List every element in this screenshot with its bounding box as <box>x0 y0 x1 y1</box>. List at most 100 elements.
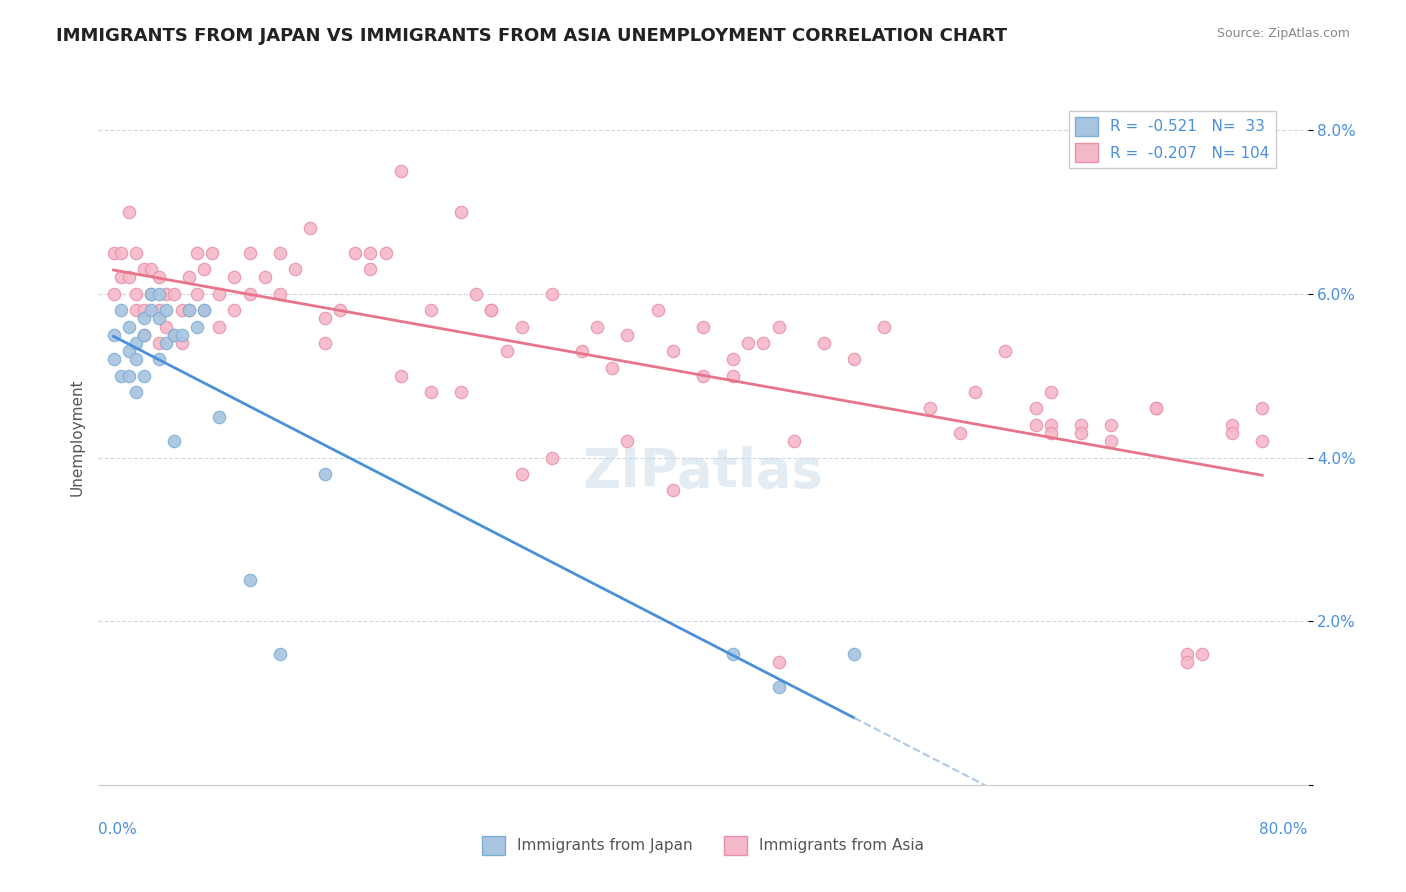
Point <box>155 303 177 318</box>
Point <box>141 286 163 301</box>
Point <box>269 286 291 301</box>
Point <box>103 286 125 301</box>
Point <box>540 286 562 301</box>
Point <box>208 319 231 334</box>
Point <box>1024 401 1046 416</box>
Point <box>125 352 148 367</box>
Point <box>1175 647 1198 661</box>
Point <box>360 246 382 260</box>
Point <box>141 262 163 277</box>
Point <box>148 270 170 285</box>
Point <box>1099 434 1122 449</box>
Point <box>193 262 215 277</box>
Point <box>465 286 488 301</box>
Point <box>737 335 759 350</box>
Point <box>1070 417 1092 432</box>
Point <box>148 286 170 301</box>
Point <box>118 205 141 219</box>
Point <box>1251 434 1274 449</box>
Point <box>170 303 193 318</box>
Point <box>163 286 186 301</box>
Point <box>647 303 669 318</box>
Point <box>148 303 170 318</box>
Point <box>179 270 201 285</box>
Point <box>110 303 132 318</box>
Point <box>155 286 177 301</box>
Point <box>616 327 638 342</box>
Point <box>125 303 148 318</box>
Point <box>360 262 382 277</box>
Point <box>661 344 683 359</box>
Point <box>1144 401 1167 416</box>
Point <box>1070 425 1092 440</box>
Point <box>132 327 155 342</box>
Point <box>768 655 790 669</box>
Point <box>163 434 186 449</box>
Point <box>602 360 624 375</box>
Point <box>844 352 866 367</box>
Point <box>844 647 866 661</box>
Point <box>170 335 193 350</box>
Point <box>224 270 246 285</box>
Point <box>813 335 835 350</box>
Point <box>163 327 186 342</box>
Point <box>193 303 215 318</box>
Point <box>510 467 533 481</box>
Point <box>118 270 141 285</box>
Text: IMMIGRANTS FROM JAPAN VS IMMIGRANTS FROM ASIA UNEMPLOYMENT CORRELATION CHART: IMMIGRANTS FROM JAPAN VS IMMIGRANTS FROM… <box>56 27 1007 45</box>
Point <box>949 425 972 440</box>
Point <box>239 246 262 260</box>
Point <box>1024 417 1046 432</box>
Point <box>1099 417 1122 432</box>
Point <box>1251 401 1274 416</box>
Point <box>208 409 231 424</box>
Point <box>1191 647 1213 661</box>
Point <box>540 450 562 465</box>
Point <box>110 270 132 285</box>
Point <box>1220 417 1243 432</box>
Point <box>118 368 141 383</box>
Point <box>125 335 148 350</box>
Point <box>314 467 336 481</box>
Point <box>918 401 941 416</box>
Point <box>481 303 503 318</box>
Point <box>103 352 125 367</box>
Point <box>103 246 125 260</box>
Text: ZIPatlas: ZIPatlas <box>582 446 824 498</box>
Point <box>132 368 155 383</box>
Point <box>723 352 745 367</box>
Point <box>110 368 132 383</box>
Point <box>1220 425 1243 440</box>
Point <box>495 344 517 359</box>
Text: 80.0%: 80.0% <box>1260 822 1308 837</box>
Point <box>314 335 336 350</box>
Point <box>132 303 155 318</box>
Point <box>344 246 367 260</box>
Point <box>389 368 412 383</box>
Point <box>752 335 775 350</box>
Point <box>155 319 177 334</box>
Point <box>692 368 714 383</box>
Point <box>110 246 132 260</box>
Y-axis label: Unemployment: Unemployment <box>69 378 84 496</box>
Point <box>1039 417 1062 432</box>
Point <box>586 319 609 334</box>
Point <box>186 286 208 301</box>
Point <box>239 574 262 588</box>
Legend: Immigrants from Japan, Immigrants from Asia: Immigrants from Japan, Immigrants from A… <box>477 830 929 861</box>
Point <box>571 344 593 359</box>
Point <box>132 327 155 342</box>
Point <box>132 311 155 326</box>
Point <box>208 286 231 301</box>
Point <box>125 385 148 400</box>
Point <box>299 221 322 235</box>
Point <box>170 327 193 342</box>
Point <box>510 319 533 334</box>
Point <box>1175 655 1198 669</box>
Point <box>155 335 177 350</box>
Point <box>329 303 352 318</box>
Text: 0.0%: 0.0% <box>98 822 138 837</box>
Point <box>420 303 443 318</box>
Point <box>284 262 307 277</box>
Point <box>1144 401 1167 416</box>
